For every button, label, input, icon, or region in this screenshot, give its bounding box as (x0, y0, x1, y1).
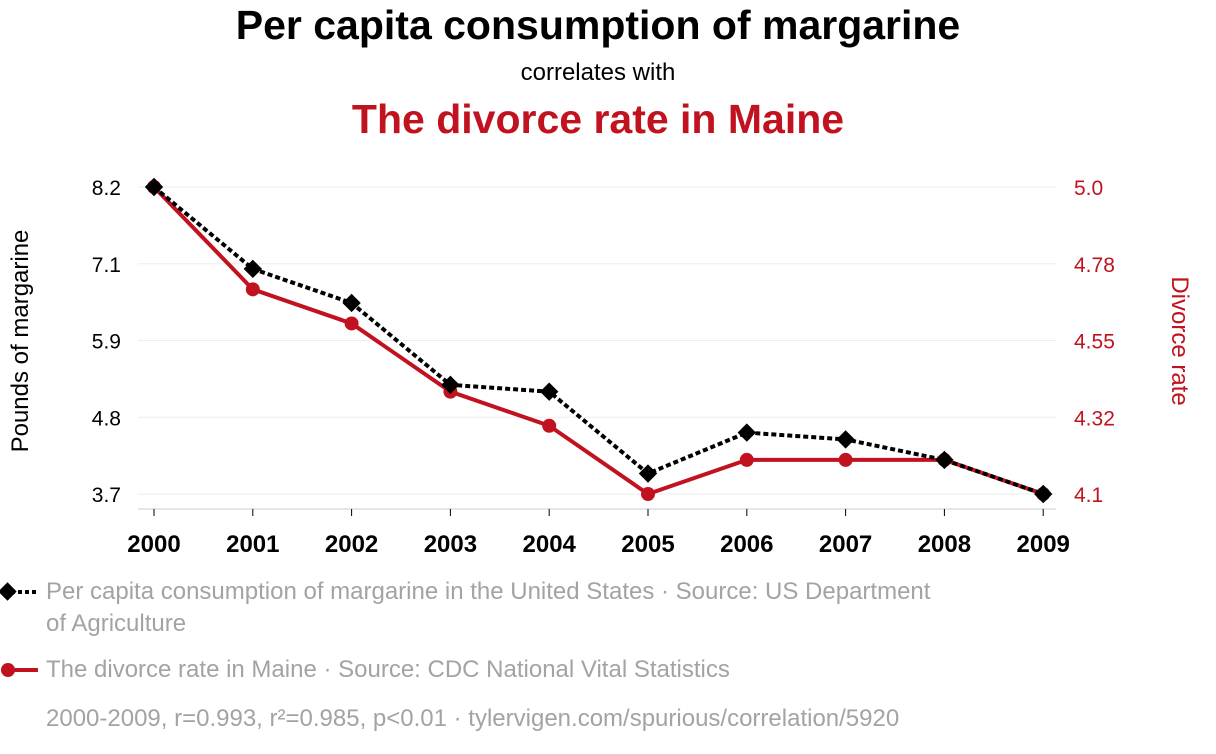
data-point-margarine (144, 177, 164, 197)
y-tick-label-right: 4.32 (1074, 407, 1115, 430)
series-line-divorce (152, 185, 1044, 496)
data-point-margarine (935, 450, 954, 470)
data-point-margarine (243, 259, 262, 279)
chart-title-secondary: The divorce rate in Maine (351, 96, 845, 142)
legend-label-divorce: The divorce rate in Maine · Source: CDC … (46, 656, 730, 683)
data-point-divorce (739, 452, 754, 467)
data-point-divorce (641, 487, 655, 501)
data-point-margarine (342, 293, 361, 313)
data-point-margarine (1034, 484, 1053, 504)
series-line-margarine (152, 185, 1044, 496)
x-tick-label: 2007 (819, 531, 872, 558)
axes: Pounds of margarine Divorce rate (7, 230, 1193, 510)
data-point-divorce (838, 452, 853, 467)
x-tick-label: 2009 (1017, 531, 1070, 558)
x-tick-label: 2005 (621, 531, 674, 558)
data-point-divorce (344, 316, 359, 331)
y-tick-label-right: 4.78 (1074, 254, 1115, 277)
y-axis-label-left: Pounds of margarine (7, 230, 34, 453)
x-tick-label: 2001 (226, 531, 279, 558)
x-tick-label: 2004 (523, 531, 577, 558)
data-point-margarine (540, 382, 559, 401)
data-point-margarine (737, 423, 756, 442)
legend-label-margarine: Per capita consumption of margarine in t… (46, 578, 931, 637)
data-point-margarine (441, 375, 460, 395)
x-tick-label: 2008 (918, 531, 971, 558)
legend-marker-diamond-dotted (0, 582, 38, 601)
tick-labels: 8.2 5.0 7.1 4.78 5.9 4.55 4.8 4.32 3.7 4.1 2000 200… (92, 177, 1115, 558)
x-tick-label: 2006 (720, 531, 773, 558)
legend-item-margarine: Per capita consumption of margarine in t… (0, 574, 1216, 644)
legend-item-divorce: The divorce rate in Maine · Source: CDC … (0, 652, 1216, 686)
y-axis-label-right: Divorce rate (1166, 276, 1193, 405)
chart-subtitle: correlates with (520, 59, 676, 86)
chart-svg: Pounds of margarine Divorce rate 8.2 5.0 7… (7, 177, 1193, 558)
legend-marker-circle-solid (1, 663, 38, 677)
grid-lines (138, 186, 1056, 495)
data-point-margarine (836, 430, 855, 449)
chart-title: Per capita consumption of margarine (235, 2, 961, 48)
y-tick-label-left: 5.9 (92, 331, 121, 354)
footer-stats: 2000-2009, r=0.993, r²=0.985, p<0.01 · t… (46, 705, 900, 732)
data-point-margarine (638, 464, 658, 483)
data-point-divorce (542, 418, 557, 433)
x-tick-label: 2000 (127, 531, 180, 558)
y-tick-label-left: 4.8 (92, 407, 121, 430)
y-tick-label-left: 7.1 (92, 254, 121, 277)
y-tick-label-right: 4.55 (1074, 331, 1115, 354)
y-tick-label-left: 3.7 (92, 484, 121, 507)
x-tick-label: 2002 (325, 531, 378, 558)
y-tick-label-right: 4.1 (1074, 484, 1103, 507)
y-tick-label-right: 5.0 (1074, 177, 1103, 200)
y-tick-label-left: 8.2 (92, 177, 121, 200)
data-point-divorce (245, 282, 260, 297)
x-tick-label: 2003 (424, 531, 477, 558)
